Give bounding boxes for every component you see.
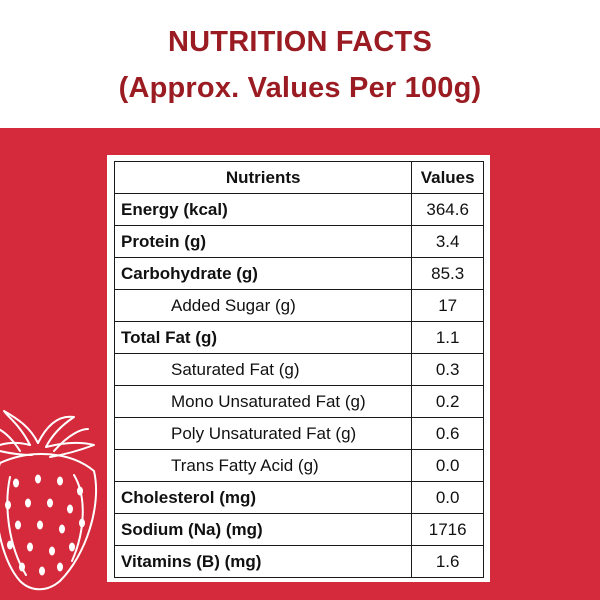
nutrient-label: Protein (g) bbox=[113, 225, 413, 258]
table-row: Saturated Fat (g) 0.3 bbox=[113, 353, 484, 386]
nutrient-value: 0.0 bbox=[411, 449, 484, 482]
nutrient-value: 1716 bbox=[411, 513, 484, 546]
page-subtitle: (Approx. Values Per 100g) bbox=[118, 72, 482, 104]
nutrient-label: Total Fat (g) bbox=[113, 321, 413, 354]
header: NUTRITION FACTS (Approx. Values Per 100g… bbox=[0, 0, 600, 128]
table-header-row: Nutrients Values bbox=[113, 161, 484, 194]
table-row: Poly Unsaturated Fat (g) 0.6 bbox=[113, 417, 484, 450]
table-row: Trans Fatty Acid (g) 0.0 bbox=[113, 449, 484, 482]
table-row: Energy (kcal) 364.6 bbox=[113, 193, 484, 226]
nutrient-label: Energy (kcal) bbox=[113, 193, 413, 226]
nutrient-value: 0.0 bbox=[411, 481, 484, 514]
nutrient-label: Poly Unsaturated Fat (g) bbox=[113, 417, 413, 450]
nutrition-table-card: Nutrients Values Energy (kcal) 364.6 Prote… bbox=[107, 155, 490, 582]
page-title: NUTRITION FACTS bbox=[168, 26, 432, 58]
nutrient-label: Trans Fatty Acid (g) bbox=[113, 449, 413, 482]
nutrient-label: Carbohydrate (g) bbox=[113, 257, 413, 290]
table-row: Cholesterol (mg) 0.0 bbox=[113, 481, 484, 514]
nutrient-label: Sodium (Na) (mg) bbox=[113, 513, 413, 546]
nutrition-table-body: Energy (kcal) 364.6 Protein (g) 3.4 Carbohyd… bbox=[113, 193, 484, 578]
nutrient-label: Vitamins (B) (mg) bbox=[113, 545, 413, 578]
nutrient-value: 85.3 bbox=[411, 257, 484, 290]
nutrient-value: 1.1 bbox=[411, 321, 484, 354]
nutrient-value: 364.6 bbox=[411, 193, 484, 226]
table-row: Protein (g) 3.4 bbox=[113, 225, 484, 258]
nutrient-value: 0.3 bbox=[411, 353, 484, 386]
table-row: Mono Unsaturated Fat (g) 0.2 bbox=[113, 385, 484, 418]
nutrient-label: Cholesterol (mg) bbox=[113, 481, 413, 514]
column-header-nutrients: Nutrients bbox=[113, 161, 413, 194]
table-row: Sodium (Na) (mg) 1716 bbox=[113, 513, 484, 546]
nutrient-value: 0.6 bbox=[411, 417, 484, 450]
table-row: Total Fat (g) 1.1 bbox=[113, 321, 484, 354]
nutrient-label: Saturated Fat (g) bbox=[113, 353, 413, 386]
nutrient-label: Mono Unsaturated Fat (g) bbox=[113, 385, 413, 418]
nutrient-label: Added Sugar (g) bbox=[113, 289, 413, 322]
nutrition-table: Nutrients Values Energy (kcal) 364.6 Prote… bbox=[113, 161, 484, 578]
strawberry-illustration-icon bbox=[0, 410, 98, 591]
table-row: Added Sugar (g) 17 bbox=[113, 289, 484, 322]
column-header-values: Values bbox=[411, 161, 484, 194]
nutrient-value: 1.6 bbox=[411, 545, 484, 578]
nutrient-value: 17 bbox=[411, 289, 484, 322]
table-row: Vitamins (B) (mg) 1.6 bbox=[113, 545, 484, 578]
nutrient-value: 0.2 bbox=[411, 385, 484, 418]
nutrient-value: 3.4 bbox=[411, 225, 484, 258]
table-row: Carbohydrate (g) 85.3 bbox=[113, 257, 484, 290]
